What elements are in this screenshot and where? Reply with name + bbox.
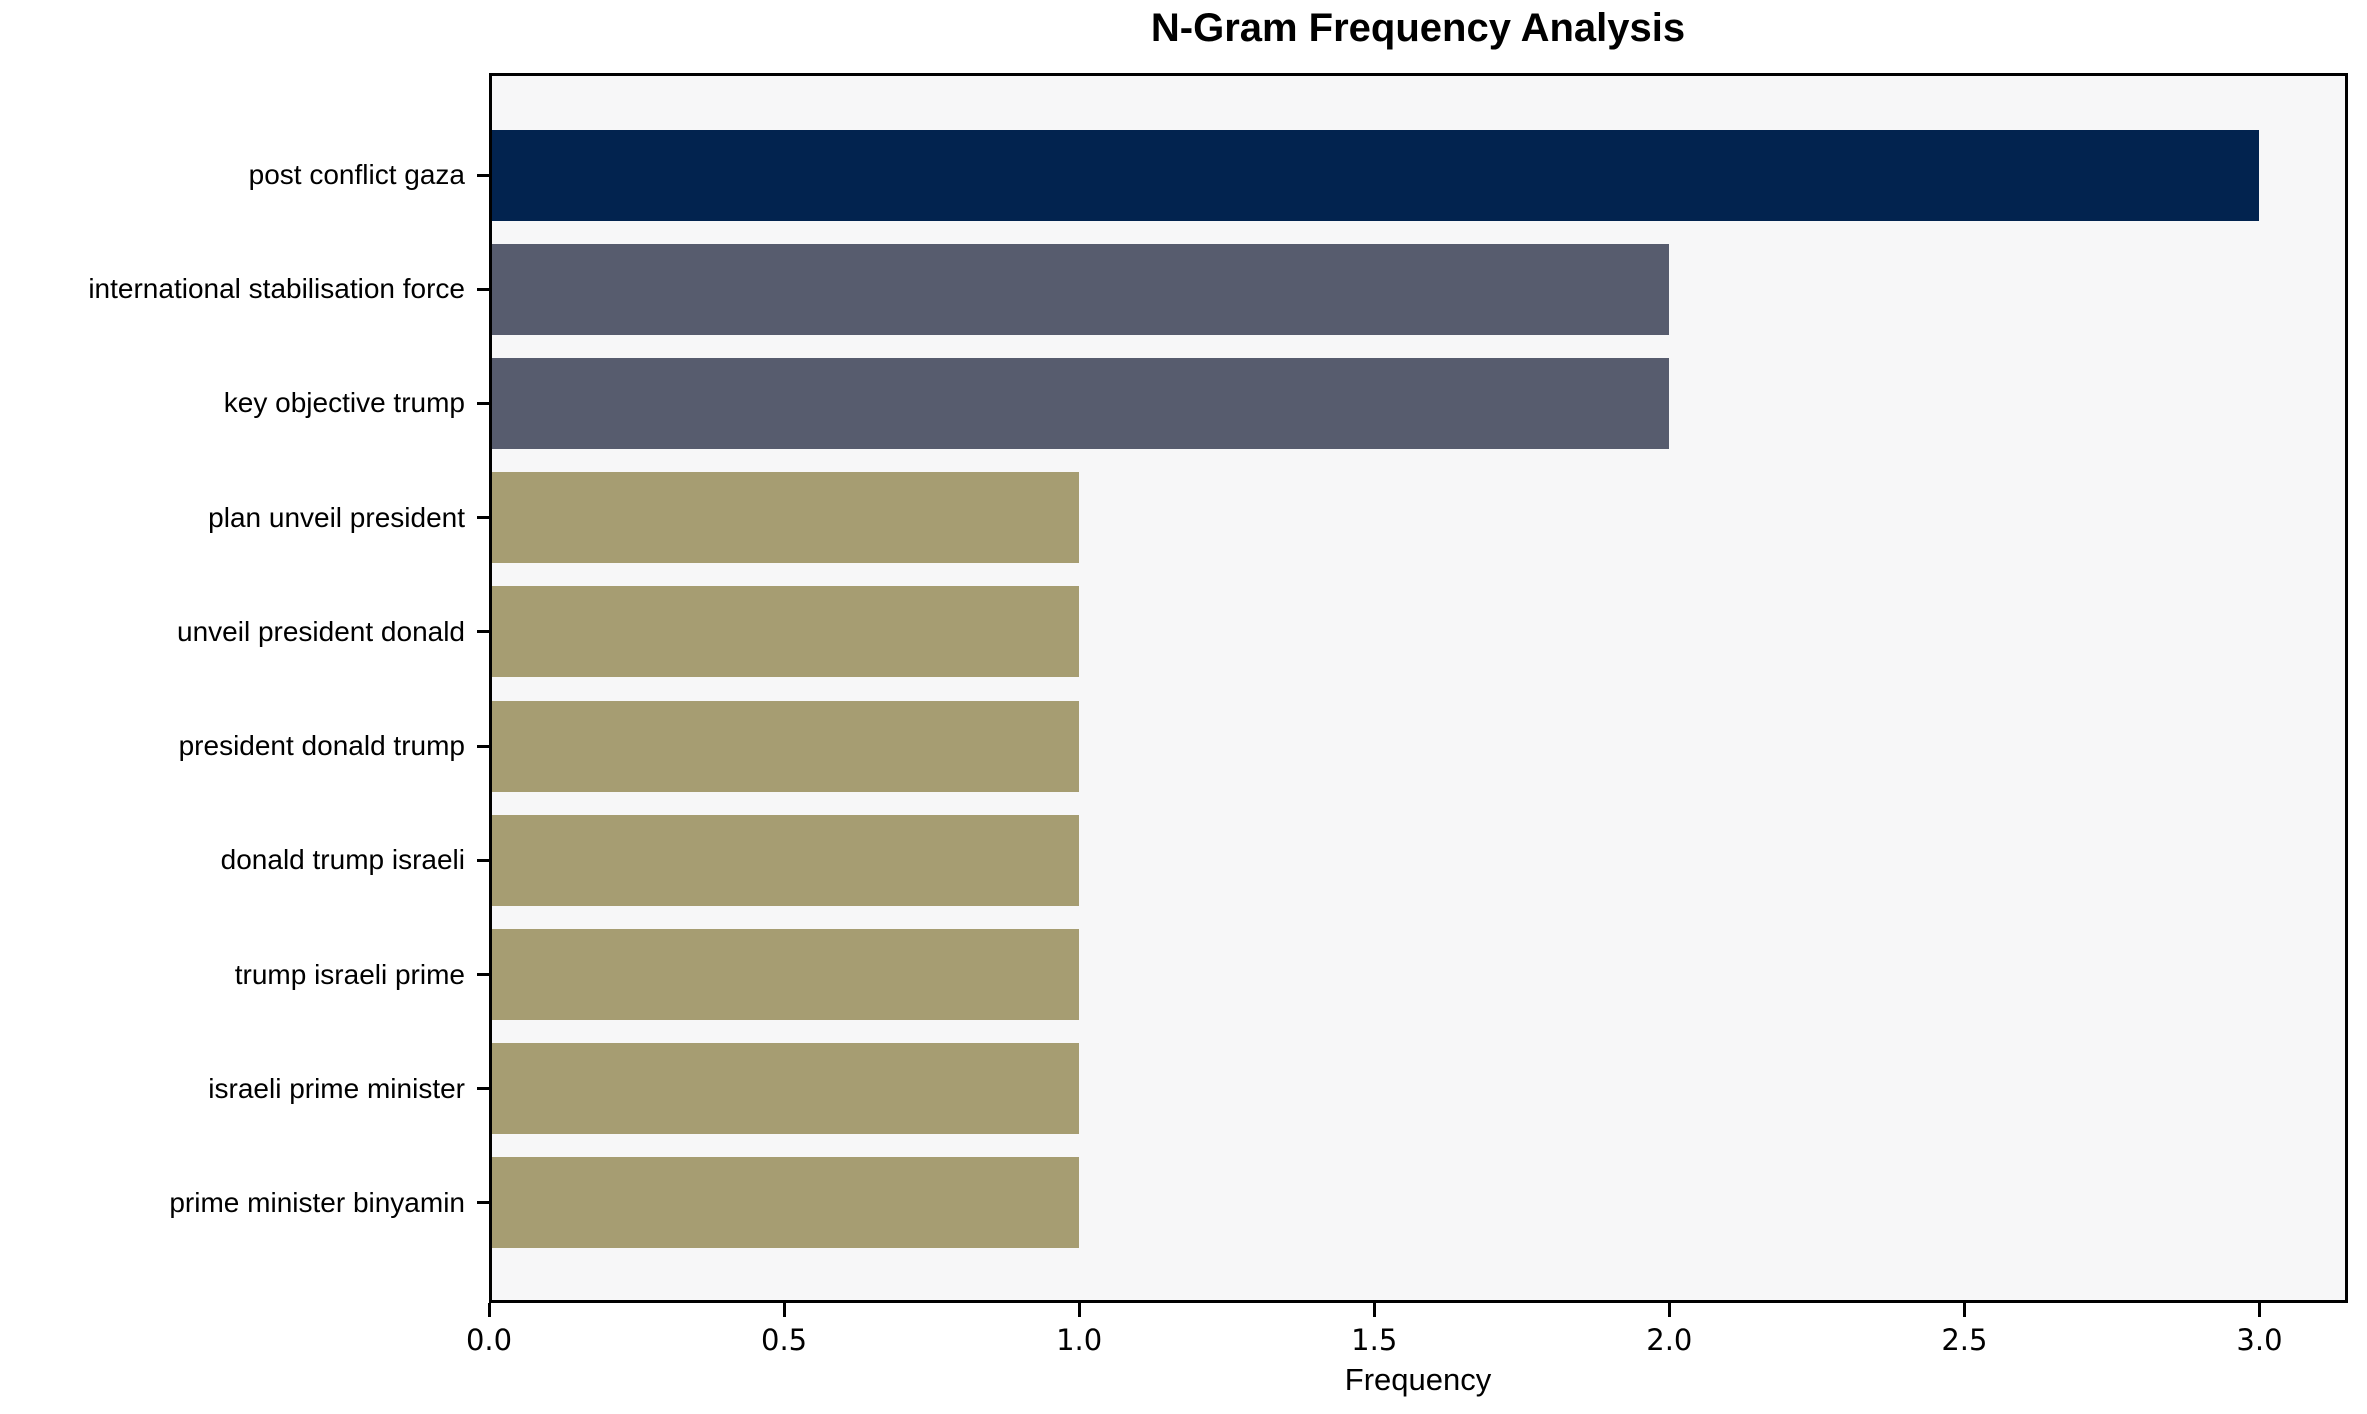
- x-tick: [2257, 1303, 2261, 1317]
- x-tick: [1372, 1303, 1376, 1317]
- y-tick: [477, 973, 489, 977]
- y-tick-label: post conflict gaza: [248, 159, 465, 190]
- x-tick-label: 0.5: [761, 1323, 808, 1357]
- bar: [492, 243, 1670, 335]
- y-tick-label: prime minister binyamin: [169, 1186, 465, 1218]
- bar: [492, 929, 1080, 1021]
- x-tick: [782, 1303, 786, 1317]
- y-tick-label: key objective trump: [223, 387, 465, 419]
- x-tick: [1962, 1303, 1966, 1317]
- x-axis-title: Frequency: [1344, 1362, 1492, 1397]
- bar: [492, 700, 1080, 792]
- y-tick-label: unveil president donald: [177, 615, 465, 647]
- x-tick-label: 3.0: [2236, 1323, 2283, 1357]
- bar: [492, 814, 1080, 906]
- y-tick: [477, 1087, 489, 1091]
- x-tick-label: 2.0: [1646, 1323, 1693, 1357]
- x-tick-label: 0.0: [465, 1323, 513, 1357]
- bar: [492, 586, 1080, 678]
- chart-title: N-Gram Frequency Analysis: [1150, 6, 1686, 50]
- y-tick: [477, 1201, 489, 1205]
- y-tick-label: president donald trump: [178, 730, 465, 762]
- y-tick: [477, 630, 489, 634]
- y-tick: [477, 858, 489, 862]
- y-tick-label: plan unveil president: [208, 501, 465, 533]
- x-tick: [1667, 1303, 1671, 1317]
- y-tick: [477, 287, 489, 291]
- x-tick-label: 1.5: [1351, 1323, 1398, 1357]
- y-tick: [477, 173, 489, 177]
- bar: [492, 1043, 1080, 1135]
- bar: [492, 472, 1080, 564]
- y-tick: [477, 744, 489, 748]
- y-tick: [477, 401, 489, 405]
- x-tick-label: 2.5: [1941, 1323, 1988, 1357]
- x-tick-label: 1.0: [1056, 1323, 1103, 1357]
- y-tick-label: israeli prime minister: [208, 1072, 465, 1104]
- y-tick-label: international stabilisation force: [88, 273, 465, 305]
- y-tick: [477, 516, 489, 520]
- bar: [492, 1157, 1080, 1249]
- bar: [492, 357, 1670, 449]
- x-tick: [1077, 1303, 1081, 1317]
- bar: [492, 129, 2260, 221]
- y-tick-label: trump israeli prime: [234, 958, 465, 990]
- y-tick-label: donald trump israeli: [220, 844, 465, 876]
- x-tick: [487, 1303, 491, 1317]
